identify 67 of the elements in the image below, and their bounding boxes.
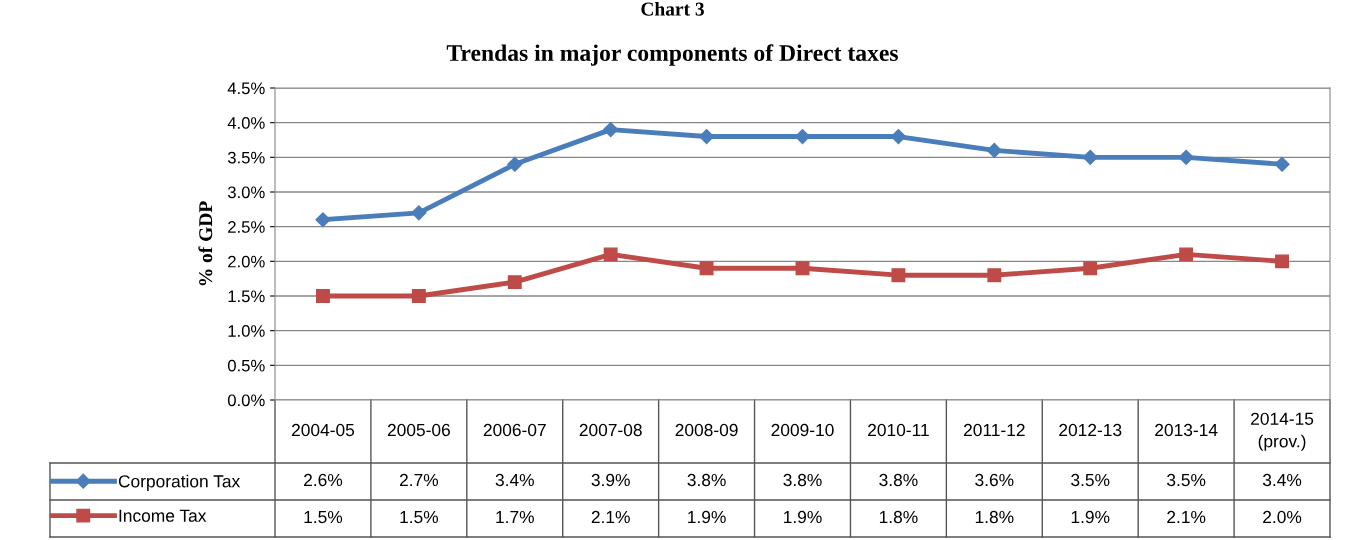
data-label: 2.6% (304, 473, 343, 487)
data-label: 3.4% (1262, 473, 1302, 487)
y-axis-title: % of GDP (198, 201, 213, 286)
x-tick-label: 2011-12 (963, 423, 1025, 437)
point (411, 289, 426, 303)
data-label: 3.6% (975, 473, 1014, 487)
data-label: 3.8% (879, 473, 918, 487)
data-label: 3.8% (783, 473, 822, 487)
data-label: 3.5% (1071, 473, 1110, 487)
y-tick-label: 1.5% (228, 290, 265, 303)
data-label: 1.5% (304, 510, 343, 524)
legend-label: Corporation Tax (118, 474, 241, 491)
y-tick-label: 0.5% (227, 359, 265, 372)
x-tick-label: 2008-09 (675, 423, 738, 437)
point (891, 268, 906, 283)
point (316, 289, 330, 303)
data-label: 2.1% (591, 510, 630, 524)
x-tick-label: 2007-08 (579, 423, 642, 437)
chart-title: Trendas in major components of Direct taxes (446, 44, 898, 66)
data-label: 1.8% (975, 510, 1014, 524)
point (315, 212, 331, 228)
point (987, 268, 1002, 283)
point (1274, 156, 1290, 172)
data-label: 1.8% (879, 510, 918, 524)
point (1179, 247, 1194, 262)
data-label: 3.9% (591, 473, 630, 487)
y-tick-label: 4.5% (227, 82, 265, 95)
point (1082, 149, 1098, 165)
x-tick-label: 2012-13 (1059, 423, 1122, 437)
caption: Chart 3 (641, 2, 704, 16)
point (986, 142, 1002, 158)
data-label: 1.9% (784, 510, 822, 524)
data-label: 1.7% (496, 510, 534, 524)
y-tick-label: 0.0% (227, 394, 265, 407)
point (507, 275, 522, 290)
data-label: 3.4% (495, 473, 534, 487)
x-tick-label: 2010-11 (868, 423, 929, 437)
data-label: 2.0% (1263, 510, 1302, 524)
y-tick-label: 1.0% (228, 325, 265, 337)
point (1178, 149, 1194, 165)
x-tick-label: 2013-14 (1155, 423, 1218, 437)
point (1275, 254, 1289, 269)
y-tick-label: 3.5% (227, 151, 265, 164)
point (699, 261, 714, 276)
point (795, 261, 810, 276)
data-label: 2.7% (399, 473, 439, 487)
data-label: 1.9% (688, 510, 726, 524)
x-tick-label: 2005-06 (387, 423, 450, 437)
x-tick-label: 2006-07 (483, 423, 546, 437)
point (411, 205, 427, 221)
data-label: 2.1% (1167, 510, 1206, 524)
data-label: 3.5% (1167, 473, 1206, 487)
point (1083, 261, 1098, 276)
legend-label: Income Tax (119, 509, 207, 522)
point (603, 122, 619, 138)
point (507, 156, 523, 172)
data-label: 1.9% (1071, 510, 1110, 524)
y-tick-label: 2.5% (228, 221, 265, 233)
y-tick-label: 4.0% (227, 117, 265, 129)
point (603, 247, 618, 262)
x-tick-label: 2009-10 (771, 423, 834, 437)
y-tick-label: 2.0% (228, 255, 265, 268)
x-tick-label: 2014-15 (prov.) (1251, 412, 1314, 451)
data-label: 1.5% (400, 510, 439, 524)
y-tick-label: 3.0% (227, 186, 265, 199)
data-label: 3.8% (687, 473, 726, 487)
x-tick-label: 2004-05 (291, 423, 355, 437)
